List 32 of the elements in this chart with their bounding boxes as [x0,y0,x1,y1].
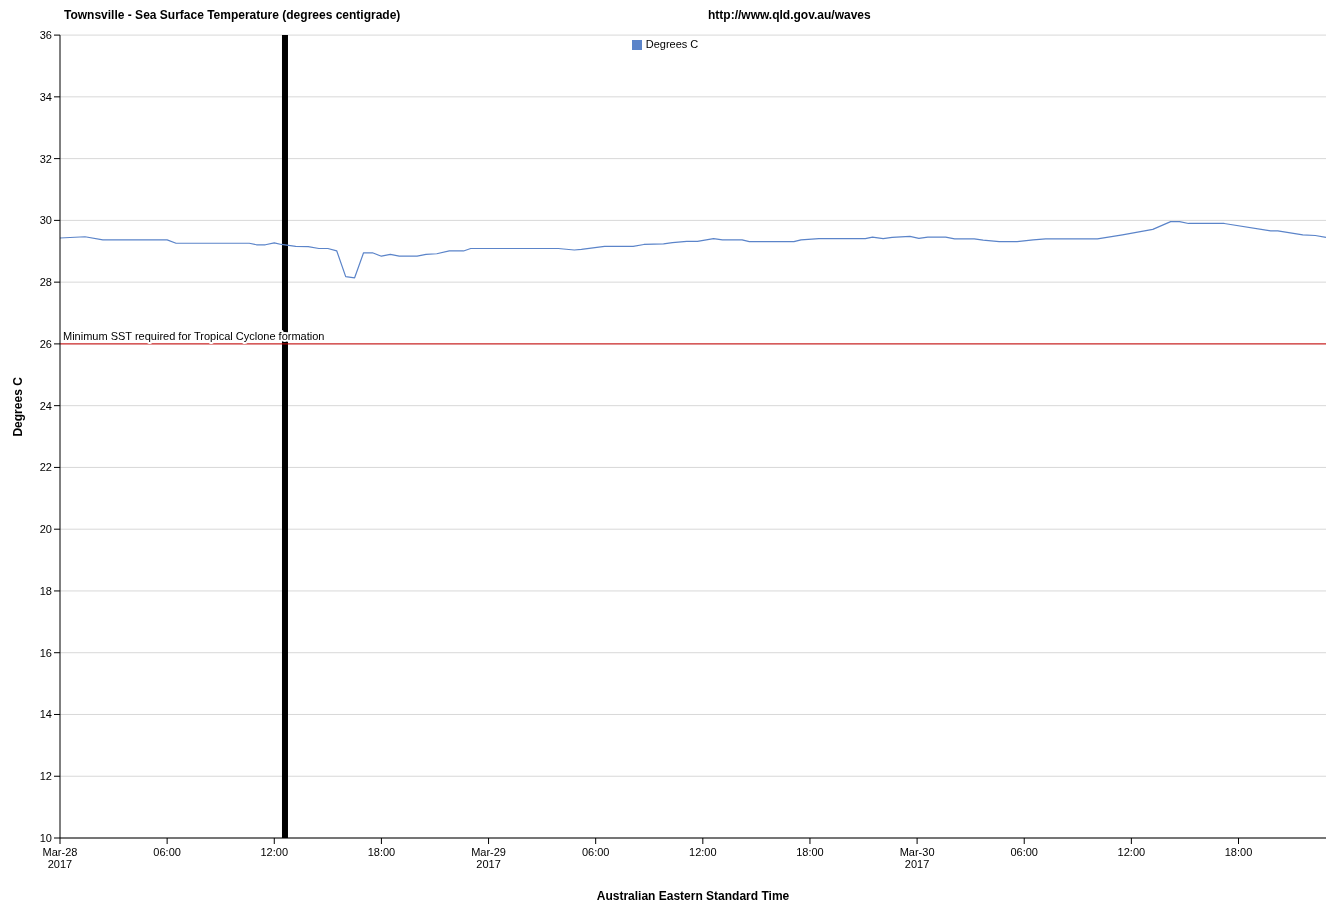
y-tick-label: 24 [39,399,52,412]
y-tick-label: 18 [39,584,52,597]
x-tick-label: 18:00 [796,846,824,858]
x-tick-label: 06:00 [153,846,181,858]
y-tick-label: 36 [39,29,52,41]
x-tick-label: Mar-29 2017 [471,846,506,870]
legend-label: Degrees C [645,38,699,50]
y-tick-label: 26 [39,337,52,350]
y-tick-label: 12 [39,770,52,783]
y-tick-label: 20 [39,523,52,536]
x-axis-title: Australian Eastern Standard Time [596,889,790,903]
y-tick-label: 30 [39,214,52,227]
chart-subtitle: http://www.qld.gov.au/waves [708,8,871,22]
y-tick-label: 10 [39,831,52,844]
x-tick-label: 12:00 [260,846,289,858]
x-tick-label: 12:00 [1117,846,1146,858]
x-tick-label: 18:00 [367,846,396,858]
y-axis-title: Degrees C [11,376,26,437]
y-tick-label: 14 [39,708,52,721]
y-tick-label: 32 [39,152,52,165]
x-tick-label: Mar-30 2017 [899,846,935,870]
line-series [60,221,1326,279]
x-tick-label: Mar-28 2017 [42,846,78,870]
y-tick-label: 34 [39,90,52,103]
chart-title: Townsville - Sea Surface Temperature (degrees centigrade) [64,8,401,22]
y-tick-label: 28 [39,276,52,289]
y-tick-label: 16 [39,646,52,659]
y-tick-label: 22 [39,461,52,474]
x-tick-label: 18:00 [1224,846,1253,858]
x-tick-label: 06:00 [581,846,610,858]
x-tick-label: 06:00 [1010,846,1038,858]
x-tick-label: 12:00 [689,846,717,858]
